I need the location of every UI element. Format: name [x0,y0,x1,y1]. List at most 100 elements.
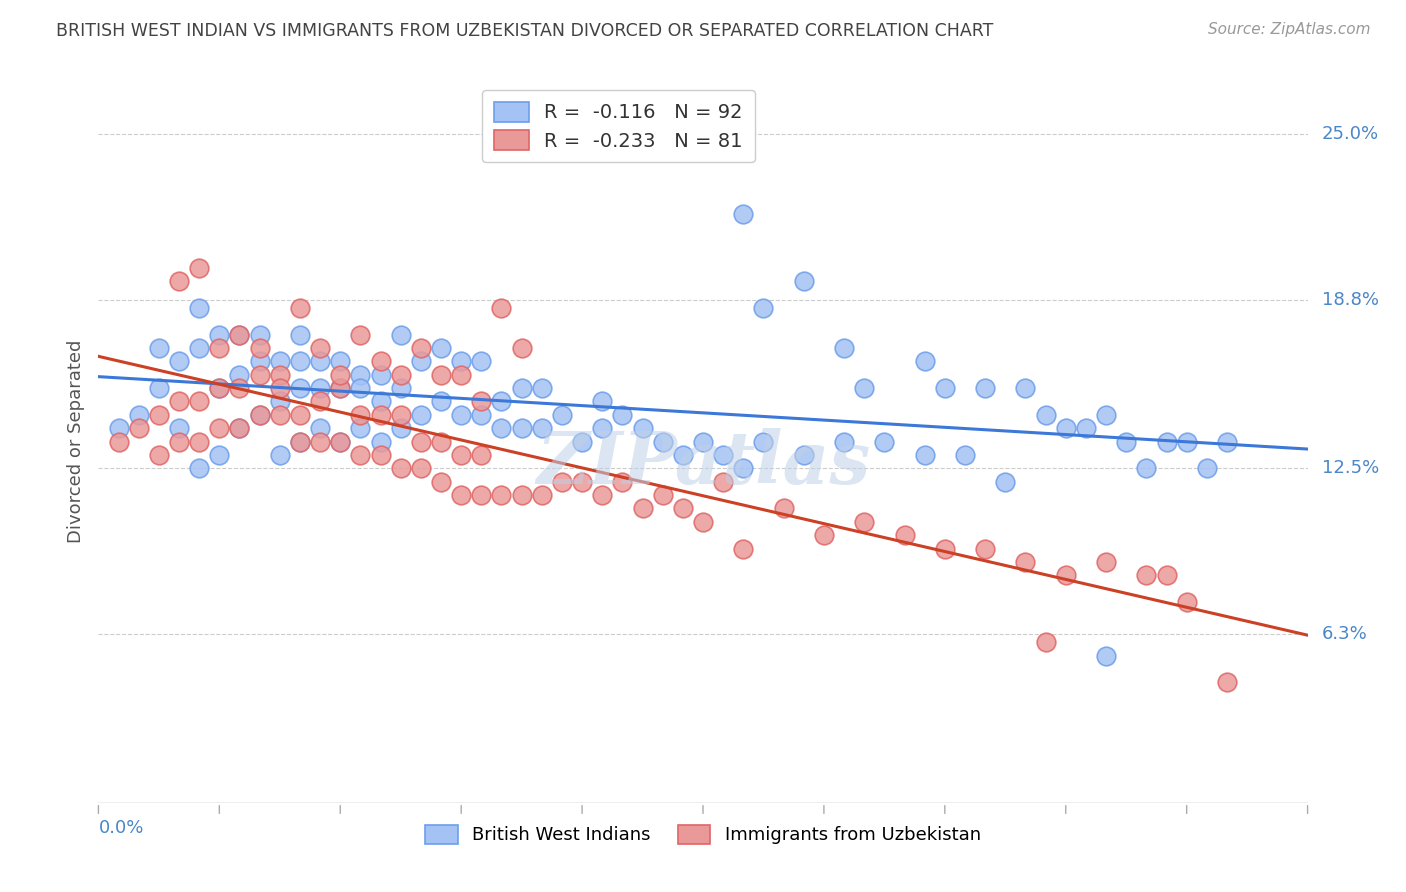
Point [591,394,613,409]
Point [389,368,412,382]
Point [1195,461,1218,475]
Point [329,368,352,382]
Point [288,381,311,395]
Point [167,434,190,449]
Point [672,448,695,462]
Point [409,461,432,475]
Point [873,434,896,449]
Point [148,381,170,395]
Point [430,394,453,409]
Point [228,327,250,342]
Point [1054,421,1077,435]
Point [651,434,673,449]
Text: BRITISH WEST INDIAN VS IMMIGRANTS FROM UZBEKISTAN DIVORCED OR SEPARATED CORRELAT: BRITISH WEST INDIAN VS IMMIGRANTS FROM U… [56,22,994,40]
Point [249,341,271,355]
Point [450,448,472,462]
Point [329,434,352,449]
Point [188,394,211,409]
Point [329,434,352,449]
Point [1074,421,1097,435]
Point [1095,555,1118,569]
Point [430,341,453,355]
Point [288,434,311,449]
Point [752,301,775,315]
Point [430,434,453,449]
Point [491,421,513,435]
Point [1135,568,1157,582]
Point [692,515,714,529]
Point [953,448,976,462]
Point [228,381,250,395]
Point [450,354,472,368]
Point [167,354,190,368]
Point [148,408,170,422]
Point [349,327,371,342]
Text: Source: ZipAtlas.com: Source: ZipAtlas.com [1208,22,1371,37]
Point [711,475,734,489]
Point [612,408,634,422]
Point [269,394,291,409]
Text: ZIPatlas: ZIPatlas [536,428,870,499]
Point [329,381,352,395]
Point [249,368,271,382]
Point [370,394,392,409]
Point [409,354,432,368]
Point [571,434,593,449]
Point [631,421,654,435]
Point [813,528,835,542]
Point [208,448,231,462]
Point [107,421,129,435]
Point [208,341,231,355]
Point [551,475,574,489]
Point [349,368,371,382]
Text: 6.3%: 6.3% [1322,625,1368,643]
Point [530,421,553,435]
Point [269,408,291,422]
Point [128,408,150,422]
Point [228,421,250,435]
Point [188,434,211,449]
Point [430,475,453,489]
Point [893,528,915,542]
Point [914,354,936,368]
Point [510,381,533,395]
Point [370,408,392,422]
Point [853,381,876,395]
Text: 25.0%: 25.0% [1322,125,1379,143]
Point [370,448,392,462]
Point [249,408,271,422]
Point [288,408,311,422]
Point [167,274,190,288]
Point [692,434,714,449]
Point [1054,568,1077,582]
Point [309,434,332,449]
Text: 18.8%: 18.8% [1322,291,1379,309]
Point [269,448,291,462]
Point [491,488,513,502]
Point [591,421,613,435]
Point [450,488,472,502]
Point [1175,434,1198,449]
Point [329,381,352,395]
Point [1156,568,1178,582]
Point [309,421,332,435]
Point [1035,635,1057,649]
Point [470,394,492,409]
Point [934,381,956,395]
Point [249,408,271,422]
Point [510,421,533,435]
Point [1014,381,1036,395]
Point [309,354,332,368]
Point [530,381,553,395]
Legend: British West Indians, Immigrants from Uzbekistan: British West Indians, Immigrants from Uz… [418,818,988,852]
Point [349,421,371,435]
Text: 12.5%: 12.5% [1322,459,1379,477]
Point [491,301,513,315]
Point [228,327,250,342]
Point [733,207,755,221]
Point [208,381,231,395]
Point [228,421,250,435]
Point [1014,555,1036,569]
Point [752,434,775,449]
Point [470,488,492,502]
